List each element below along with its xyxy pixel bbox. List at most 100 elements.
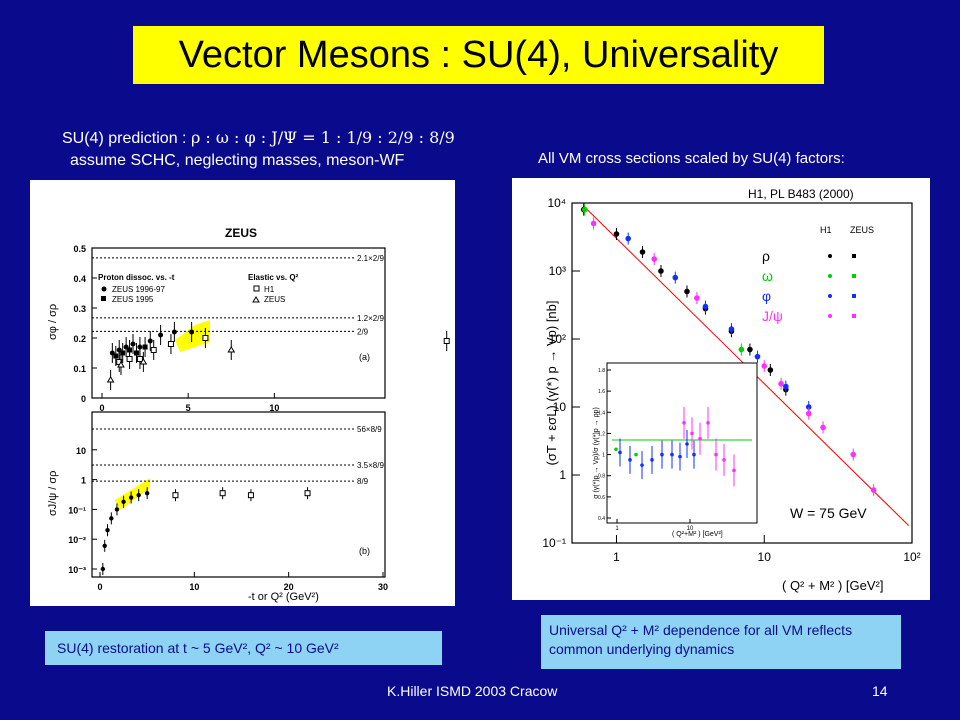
inset-point [722,458,726,462]
main-point [651,256,657,262]
right-figure-caption: All VM cross sections scaled by SU(4) fa… [538,150,845,167]
legend-h1-marker [828,314,832,318]
panel-b-xticks: 0 10 20 30 [97,572,388,592]
panel-a-point [150,347,157,353]
panel-a-ytick-label: 0.1 [73,364,86,374]
main-point [747,346,753,353]
main-points [580,203,877,497]
panel-a-point [189,329,195,335]
w-annotation: W = 75 GeV [790,505,867,521]
legend-marker-zeus-elastic [252,296,260,303]
chart-title-zeus: ZEUS [225,226,257,240]
panel-a-ytick-label: 0 [81,394,86,404]
inset-point [682,421,686,425]
panel-a-point [126,356,133,362]
inset-point [628,458,632,462]
inset-point [618,450,622,455]
inset-ytick-label: 1 [602,453,605,459]
main-ylabel: (σT + εσL) (γ(*) p → Vp) [nb] [544,300,559,465]
panel-a-xticks: 0 5 10 [99,393,279,413]
legend-left-title: Proton dissoc. vs. -t [98,273,175,282]
legend-col-h1: H1 [820,225,832,235]
main-ytick-label: 10² [549,332,566,346]
inset-point [732,468,736,473]
panel-b-point [304,490,311,497]
panel-a-yticks: 0 0.1 0.2 0.3 0.4 0.5 [73,244,97,404]
panel-b-points [100,487,311,575]
legend-marker-zeus9697 [101,286,107,292]
legend-marker-zeus95 [101,296,106,301]
panel-b-ytick-label: 10⁻² [68,535,86,545]
h1-universality-svg: H1, PL B483 (2000) (σT + εσL) (γ(*) p → … [542,187,920,593]
main-ytick-label: 1 [559,468,566,482]
main-point [658,268,664,274]
main-point [639,249,646,255]
main-point [728,326,735,332]
inset-point [692,452,696,457]
panel-a-point [137,344,143,350]
inset-point [670,452,674,457]
panel-b-point [105,528,110,533]
panel-b-xlabel: -t or Q² (GeV²) [248,591,319,603]
page-number: 14 [872,683,888,699]
legend-zeus-marker [852,274,856,278]
panel-b-label: (b) [359,546,370,556]
main-point [702,303,709,310]
panel-a-xtick-label: 5 [186,403,191,413]
panel-b-band [115,478,150,510]
main-point [613,231,620,237]
inset-point [690,431,694,436]
panel-b-point [136,492,141,498]
main-xtick-label: 10 [758,550,772,564]
panel-a-point [227,346,236,353]
legend-h1-marker [828,254,832,258]
panel-a-ytick-label: 0.4 [73,274,86,284]
inset-point [685,442,689,446]
panel-b-point [102,543,107,549]
panel-a-reference-label: 2.1×2/9 [357,254,384,263]
inset-point [698,436,702,441]
panel-b-xtick-label: 10 [189,582,199,592]
panel-b-ylabel: σJ/ψ / σρ [47,471,59,516]
inset-point [640,463,644,467]
panel-a-xtick-label: 10 [269,403,279,413]
inset-point [634,452,638,457]
main-point [672,274,679,281]
panel-b-reference-label: 3.5×8/9 [357,461,384,470]
panel-a-point [171,329,177,335]
panel-a-point [113,353,119,359]
panel-b-point [247,492,254,499]
panel-b-yticks: 10⁻³ 10⁻² 10⁻¹ 1 10 [68,446,97,575]
legend-zeus-marker [852,254,856,258]
panel-a-frame [91,247,386,399]
panel-b-frame [91,411,386,578]
panel-a-reference-label: 2/9 [357,327,369,336]
inset-ylabel: σ (γ(*)p → Vp)/σ (γ(*)p → ρp) [593,407,600,499]
panel-a-point [106,376,115,383]
panel-a-point [130,341,136,347]
main-point [767,367,774,373]
main-point [625,235,631,242]
inset-ytick-label: 1.2 [598,431,605,437]
panel-a-band [175,320,210,352]
panel-b-point [114,507,120,512]
main-point [694,295,700,301]
main-point [684,288,690,295]
panel-a-point [142,344,148,350]
main-point [783,383,789,390]
inset-point [714,452,718,457]
main-point [738,346,745,353]
panel-a-point [117,361,125,368]
main-xlabel: ( Q² + M² ) [GeV²] [782,578,883,593]
h1-universality-figure: H1, PL B483 (2000) (σT + εσL) (γ(*) p → … [512,178,930,600]
legend-label-h1: H1 [264,285,275,294]
main-xtick-label: 10² [903,550,920,564]
prediction-prefix: SU(4) prediction : [62,130,191,147]
main-ytick-label: 10³ [549,264,566,278]
panel-a-point [120,350,126,356]
panel-a-points [106,322,450,390]
panel-b-reference-label: 56×8/9 [357,425,382,434]
inset-point [650,458,654,462]
panel-a-point [139,358,148,365]
inset-points [614,406,736,487]
